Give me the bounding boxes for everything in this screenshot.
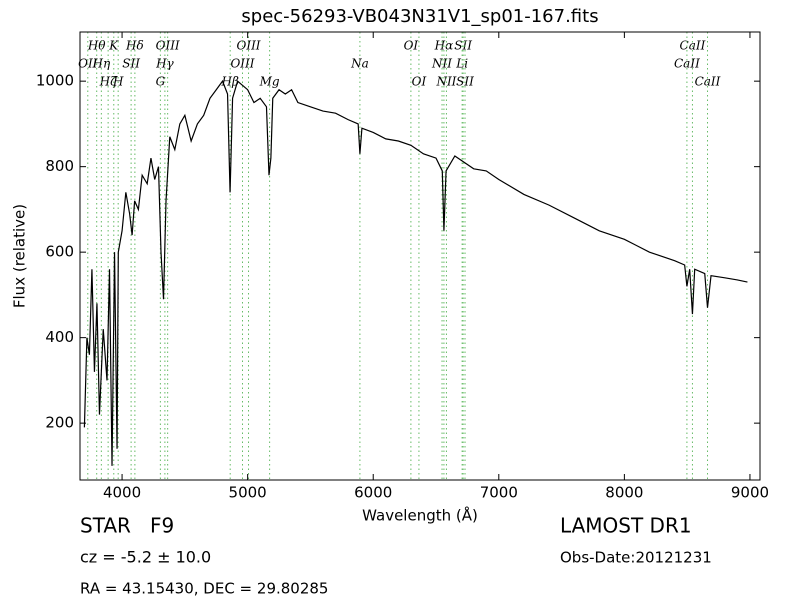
spectral-line-label: SII: [456, 75, 474, 89]
x-tick-label: 5000: [229, 484, 267, 502]
spectral-line-label: Na: [350, 57, 369, 71]
chart-title: spec-56293-VB043N31V1_sp01-167.fits: [241, 6, 598, 27]
y-tick-label: 600: [45, 243, 74, 261]
spectral-line-label: OI: [412, 75, 427, 89]
spectral-line-label: Hα: [434, 39, 454, 53]
spectral-line-label: Hη: [92, 57, 111, 71]
spectral-line-label: Hγ: [155, 57, 174, 71]
x-tick-label: 9000: [731, 484, 769, 502]
y-tick-label: 400: [45, 328, 74, 346]
y-tick-label: 1000: [36, 72, 74, 90]
y-axis-label: Flux (relative): [11, 204, 29, 308]
y-tick-label: 800: [45, 157, 74, 175]
spectral-line-label: OIII: [156, 39, 180, 53]
y-tick-label: 200: [45, 414, 74, 432]
spectral-line-label: CaII: [680, 39, 706, 53]
spectral-line-label: SII: [454, 39, 472, 53]
spectral-line-label: Hζ: [99, 75, 118, 89]
x-tick-label: 7000: [480, 484, 518, 502]
survey: LAMOST DR1: [560, 514, 692, 538]
spectrum-line: [83, 79, 748, 466]
x-tick-label: 6000: [354, 484, 392, 502]
spectral-line-label: Mg: [259, 75, 280, 89]
spectral-line-label: G: [156, 75, 166, 89]
spectral-line-label: Li: [455, 57, 468, 71]
x-tick-label: 8000: [605, 484, 643, 502]
spectral-line-label: K: [108, 39, 119, 53]
coordinates: RA = 43.15430, DEC = 29.80285: [80, 580, 328, 598]
spectral-line-label: H: [112, 75, 124, 89]
spectral-line-label: CaII: [695, 75, 721, 89]
spectral-line-label: NII: [431, 57, 452, 71]
x-tick-label: 4000: [103, 484, 141, 502]
spectral-line-label: Hθ: [87, 39, 106, 53]
obs-date: Obs-Date:20121231: [560, 549, 712, 567]
spectral-line-label: SII: [122, 57, 140, 71]
spectral-line-label: OIII: [230, 57, 254, 71]
spectral-line-label: OI: [404, 39, 419, 53]
redshift: cz = -5.2 ± 10.0: [80, 548, 211, 567]
plot-frame: [79, 31, 761, 481]
x-axis-label: Wavelength (Å): [362, 506, 478, 525]
star-class: STAR F9: [80, 514, 174, 538]
spectral-line-label: CaII: [674, 57, 700, 71]
spectral-line-label: NII: [435, 75, 456, 89]
spectral-line-label: Hβ: [220, 75, 238, 89]
spectral-line-label: Hδ: [125, 39, 144, 53]
spectral-line-label: OIII: [236, 39, 260, 53]
spectral-line-label: OII: [78, 57, 98, 71]
